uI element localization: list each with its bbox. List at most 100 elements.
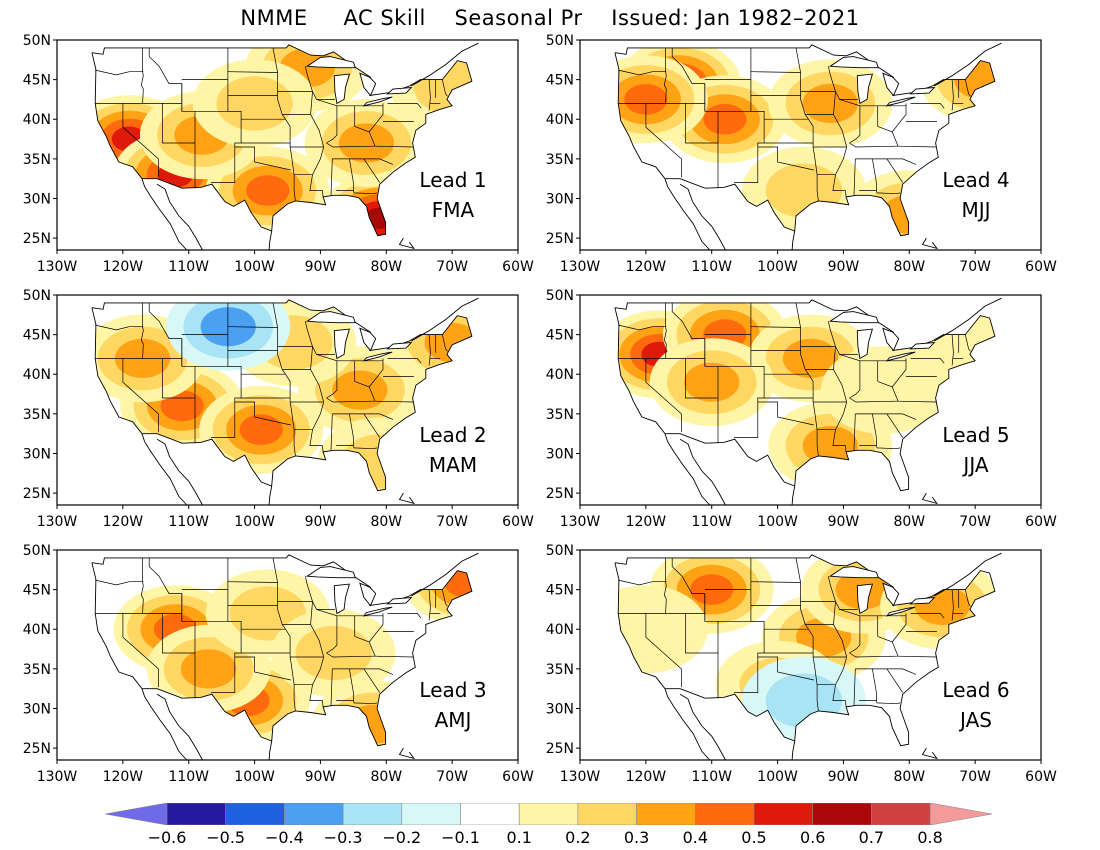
state-boundary (354, 613, 384, 643)
state-boundary (95, 579, 144, 586)
colorbar-swatch (518, 802, 579, 826)
state-boundary (795, 302, 819, 456)
skill-contour (802, 426, 858, 466)
colorbar-swatch (284, 802, 344, 826)
lat-label: 50N (546, 288, 574, 304)
lon-label: 130W (560, 769, 601, 785)
us-outline (91, 44, 473, 237)
map-panel: 50N 45N 40N 35N 30N 25N 130W 120W 110W 100W 90W 80W… (546, 33, 1057, 275)
map-frame (56, 549, 519, 761)
state-boundary (353, 190, 378, 195)
coastline (921, 747, 939, 760)
coastline (791, 230, 796, 251)
state-boundary (148, 557, 196, 653)
state-boundary (891, 131, 899, 147)
season-label: MJJ (961, 198, 990, 222)
lon-label: 110W (691, 259, 732, 275)
state-boundary (964, 79, 971, 97)
state-boundary (272, 47, 296, 201)
great-lake (828, 311, 879, 324)
state-boundary (891, 386, 899, 402)
state-boundary (859, 668, 877, 701)
lat-label: 45N (23, 328, 51, 344)
lon-label: 80W (893, 259, 925, 275)
state-boundary (859, 413, 877, 446)
lon-label: 130W (560, 259, 601, 275)
lon-label: 100W (234, 259, 275, 275)
coastline (921, 492, 939, 505)
lon-label: 100W (757, 514, 798, 530)
state-boundary (757, 146, 814, 171)
state-boundary (316, 609, 338, 654)
lead-label: Lead 6 (942, 678, 1009, 702)
state-boundary (877, 613, 907, 643)
skill-contour (332, 370, 388, 410)
us-outline (614, 299, 996, 492)
lat-label: 45N (546, 328, 574, 344)
state-boundary (685, 358, 719, 444)
lat-label: 30N (23, 446, 51, 462)
colorbar-tick-label: −0.1 (441, 828, 480, 847)
coastline (141, 178, 188, 251)
great-lake (333, 73, 351, 105)
state-boundary (330, 668, 333, 706)
season-label: AMJ (435, 708, 472, 732)
state-boundary (354, 103, 384, 133)
state-boundary (839, 354, 861, 399)
state-boundary (685, 613, 719, 699)
lon-label: 90W (828, 514, 860, 530)
great-lake (305, 56, 356, 69)
state-boundary (140, 302, 144, 359)
state-boundary (148, 47, 196, 143)
colorbar-swatch (460, 802, 520, 826)
coastline (664, 178, 711, 251)
coastline (679, 438, 726, 506)
state-boundary (853, 158, 856, 196)
state-boundary (162, 103, 196, 189)
state-boundary (839, 99, 861, 144)
state-boundary (272, 302, 296, 456)
lon-label: 100W (234, 769, 275, 785)
lon-label: 60W (502, 514, 534, 530)
lon-label: 90W (828, 769, 860, 785)
state-boundary (428, 589, 431, 621)
boundaries (91, 297, 479, 506)
colorbar-swatch (636, 802, 696, 826)
skill-contour (239, 414, 283, 446)
state-boundary (234, 146, 291, 171)
lat-label: 25N (546, 741, 574, 757)
season-label: MAM (429, 453, 477, 477)
state-boundary (316, 354, 338, 399)
great-lake (362, 606, 393, 617)
state-boundary (227, 326, 278, 328)
colorbar-swatch (753, 802, 814, 826)
lat-label: 25N (546, 486, 574, 502)
us-outline (91, 299, 473, 492)
coastline (921, 237, 939, 250)
colorbar-over-triangle (929, 802, 993, 826)
colorbar-tick-label: 0.7 (858, 828, 885, 847)
state-boundary (330, 413, 333, 451)
state-boundary (951, 334, 954, 366)
lat-label: 35N (23, 662, 51, 678)
coastline (411, 552, 479, 597)
state-boundary (685, 103, 719, 189)
lat-label: 30N (23, 701, 51, 717)
state-boundary (122, 613, 159, 688)
state-boundary (95, 69, 144, 76)
map-panel: 50N 45N 40N 35N 30N 25N 130W 120W 110W 100W 90W 80W… (546, 288, 1057, 530)
colorbar-swatch (342, 802, 403, 826)
colorbar (104, 802, 995, 826)
state-boundary (859, 158, 877, 191)
state-boundary (304, 576, 325, 707)
great-lake (333, 583, 351, 615)
lat-label: 25N (23, 741, 51, 757)
lon-label: 80W (893, 514, 925, 530)
state-boundary (304, 321, 325, 452)
great-lake (909, 596, 936, 605)
state-boundary (330, 158, 333, 196)
state-boundary (368, 131, 376, 147)
state-boundary (663, 557, 667, 614)
state-boundary (645, 103, 682, 178)
